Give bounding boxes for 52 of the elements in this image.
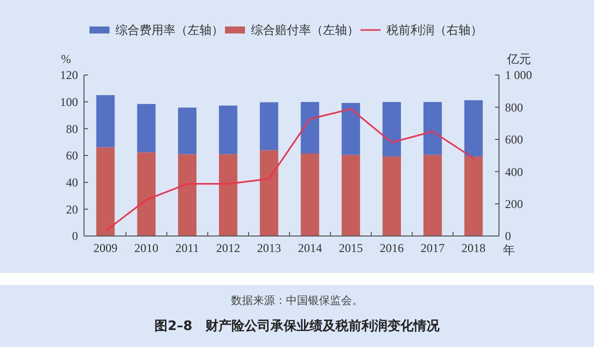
text: 图2–8 财产险公司承保业绩及税前利润变化情况 bbox=[154, 318, 440, 334]
bar bbox=[96, 147, 115, 236]
bar bbox=[300, 102, 320, 154]
y-tick-label: 80 bbox=[66, 122, 78, 136]
legend-label: 税前利润（右轴） bbox=[386, 23, 482, 38]
x-tick-label: 2012 bbox=[216, 241, 240, 255]
bar bbox=[218, 106, 238, 154]
bar bbox=[178, 108, 196, 154]
y-tick-label: 20 bbox=[66, 202, 78, 216]
bar bbox=[382, 102, 401, 156]
bar bbox=[464, 100, 483, 156]
y2-tick-label: 1 000 bbox=[505, 68, 532, 82]
bar bbox=[382, 156, 401, 236]
x-tick-label: 2017 bbox=[420, 241, 445, 255]
y-tick-label: 40 bbox=[66, 176, 78, 190]
x-tick-label: 2014 bbox=[298, 241, 322, 255]
legend-label: 综合赔付率（左轴） bbox=[251, 23, 359, 38]
bar bbox=[423, 154, 442, 236]
bar bbox=[137, 104, 156, 152]
x-tick-label: 2015 bbox=[338, 241, 363, 255]
x-tick-label: 2009 bbox=[93, 241, 118, 255]
line-series bbox=[104, 108, 474, 232]
x-tick-label: 2010 bbox=[134, 241, 158, 255]
bar bbox=[464, 156, 483, 236]
bar bbox=[342, 154, 360, 236]
x-axis-title: 年 bbox=[503, 243, 515, 257]
y2-tick-label: 0 bbox=[505, 229, 511, 244]
y2-axis-title: 亿元 bbox=[506, 52, 531, 66]
bar bbox=[137, 152, 156, 236]
y2-tick-label: 600 bbox=[505, 132, 523, 147]
y-axis-title: % bbox=[61, 52, 71, 66]
bar bbox=[96, 95, 115, 148]
bar bbox=[300, 153, 320, 236]
bar bbox=[178, 154, 196, 236]
legend-label: 综合费用率（左轴） bbox=[116, 23, 224, 38]
x-tick-label: 2016 bbox=[380, 241, 404, 255]
x-tick-label: 2013 bbox=[257, 241, 282, 255]
bar bbox=[260, 102, 278, 150]
source-note: 数据来源：中国银保监会。 bbox=[231, 294, 363, 307]
bar bbox=[423, 102, 442, 155]
y2-tick-label: 800 bbox=[505, 100, 523, 114]
bar bbox=[342, 102, 360, 155]
y2-tick-label: 400 bbox=[505, 164, 523, 179]
x-tick-label: 2018 bbox=[462, 241, 486, 255]
y-tick-label: 0 bbox=[72, 229, 78, 244]
y-tick-label: 60 bbox=[66, 148, 78, 163]
bar bbox=[218, 154, 238, 236]
y-tick-label: 100 bbox=[60, 95, 78, 110]
y2-tick-label: 200 bbox=[505, 197, 523, 211]
x-tick-label: 2011 bbox=[175, 241, 200, 255]
bar bbox=[260, 150, 278, 236]
y-tick-label: 120 bbox=[60, 68, 78, 82]
